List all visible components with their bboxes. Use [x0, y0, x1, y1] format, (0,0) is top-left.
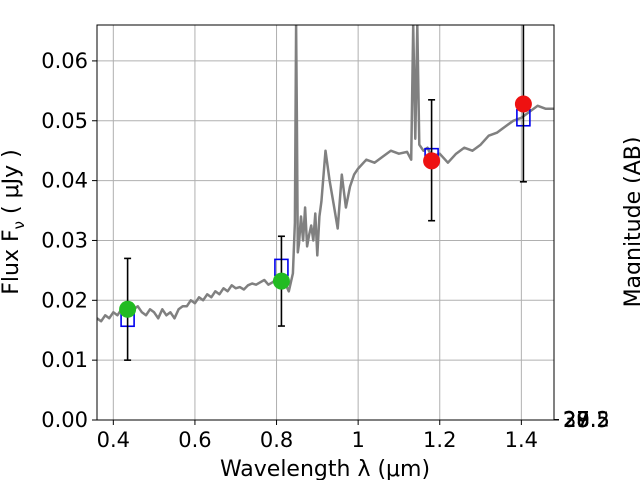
x-tick-label: 0.8 [260, 428, 293, 452]
x-axis-ticks: 0.4 0.6 0.8 1 1.2 1.4 [97, 420, 538, 452]
x-tick-label: 1 [351, 428, 364, 452]
y2-tick-label: 30 [563, 408, 590, 432]
y-tick-label: 0.04 [41, 169, 88, 193]
observed-point [514, 95, 532, 113]
y-tick-label: 0.02 [41, 288, 88, 312]
y2-tick-label: 27.5 [563, 408, 610, 432]
y-tick-label: 0.00 [41, 408, 88, 432]
y-tick-label: 0.05 [41, 109, 88, 133]
plot-frame [96, 24, 555, 421]
y-axis-label-main: Flux F [0, 229, 24, 294]
plot-background [97, 25, 554, 420]
y2-tick-label: 28.5 [563, 408, 610, 432]
y-axis-label-unit: ( μJy ) [0, 149, 24, 221]
x-tick-label: 0.6 [178, 428, 211, 452]
y2-tick-label: 27 [563, 408, 590, 432]
y2-tick-label: 29 [563, 408, 590, 432]
grid-lines [97, 25, 554, 421]
x-tick-label: 1.4 [505, 428, 538, 452]
y2-tick-label: 28 [563, 408, 590, 432]
y-axis-label: Flux Fν ( μJy ) [0, 149, 28, 294]
y-axis-ticks: 0.00 0.01 0.02 0.03 0.04 0.05 0.06 [41, 49, 97, 432]
spectrum-layer [97, 25, 554, 323]
spectrum-line [97, 25, 554, 323]
y-tick-label: 0.06 [41, 49, 88, 73]
points-layer [119, 25, 532, 361]
observed-point [272, 272, 290, 290]
y2-tick-label: 27.2 [563, 408, 610, 432]
observed-point [119, 300, 137, 318]
x-axis-label: Wavelength λ (μm) [220, 457, 430, 480]
observed-point [423, 152, 441, 170]
x-tick-label: 1.2 [423, 428, 456, 452]
y2-axis-label: Magnitude (AB) [621, 137, 640, 308]
x-tick-label: 0.4 [97, 428, 130, 452]
y-tick-label: 0.01 [41, 348, 88, 372]
y-tick-label: 0.03 [41, 228, 88, 252]
y-axis-label-sub: ν [10, 221, 28, 229]
